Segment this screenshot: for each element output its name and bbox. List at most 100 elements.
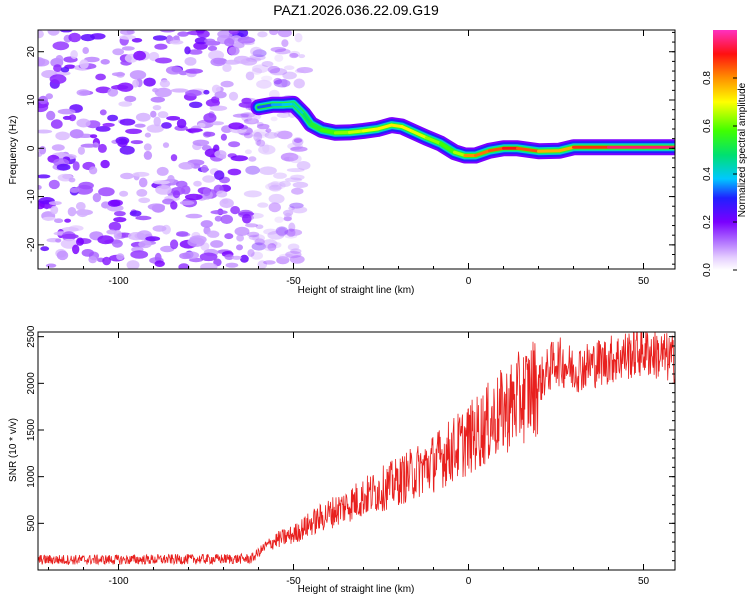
spectrogram-track-core bbox=[453, 150, 467, 157]
spectrogram-noise-blob bbox=[264, 132, 279, 139]
spectrogram-noise-blob bbox=[80, 143, 97, 148]
spectrogram-noise-blob bbox=[248, 234, 260, 240]
spectrogram-noise-blob bbox=[248, 156, 257, 162]
spectrogram-noise-blob bbox=[81, 249, 95, 257]
spectrogram-noise-blob bbox=[126, 260, 140, 269]
spectrogram-noise-blob bbox=[161, 122, 172, 129]
spectrogram-noise-blob bbox=[185, 89, 202, 97]
spectrogram-noise-blob bbox=[152, 225, 167, 232]
spectrogram-noise-blob bbox=[115, 136, 130, 145]
spectrogram-noise-blob bbox=[166, 116, 181, 121]
spectrogram-noise-blob bbox=[145, 236, 161, 242]
spectrogram-noise-blob bbox=[257, 122, 264, 127]
spectrogram-noise-blob bbox=[129, 70, 147, 80]
spectrogram-noise-blob bbox=[150, 96, 165, 103]
spectrogram-noise-blob bbox=[40, 246, 50, 252]
spectrogram-noise-blob bbox=[68, 32, 81, 43]
colorbar-label: Normalized spectral amplitude bbox=[737, 82, 748, 217]
spectrogram-noise-blob bbox=[251, 67, 263, 75]
spectrogram-noise-blob bbox=[209, 105, 228, 111]
spectrogram-noise-blob bbox=[200, 220, 213, 228]
spectrogram-track-core bbox=[292, 102, 306, 116]
spectrogram-track-core bbox=[390, 123, 404, 129]
spectrogram-noise-blob bbox=[228, 91, 239, 101]
spectrogram-noise-blob bbox=[176, 118, 187, 129]
spectrogram-track-core bbox=[558, 145, 575, 153]
spectrogram-noise-blob bbox=[169, 40, 184, 45]
spectrogram-noise-blob bbox=[256, 139, 266, 147]
spectrogram-noise-blob bbox=[131, 38, 143, 43]
spectrogram-noise-blob bbox=[287, 243, 300, 251]
spectrogram-noise-blob bbox=[136, 189, 148, 197]
snr-xlabel: Height of straight line (km) bbox=[298, 584, 415, 595]
snr-xtick-label: 0 bbox=[466, 576, 472, 587]
colorbar-tick-label: 0.6 bbox=[702, 119, 713, 133]
spectrogram-noise-blob bbox=[203, 113, 217, 123]
spectrogram-noise-blob bbox=[245, 57, 262, 62]
spectrogram-noise-blob bbox=[281, 78, 288, 88]
spectrogram-noise-blob bbox=[249, 54, 266, 61]
spectrogram-noise-blob bbox=[284, 212, 292, 221]
spectrogram-track-core bbox=[281, 102, 295, 107]
spectrogram-noise-blob bbox=[270, 46, 287, 53]
snr-xtick-label: 50 bbox=[638, 576, 650, 587]
spectrogram-noise-blob bbox=[283, 156, 294, 162]
spectrogram-noise-blob bbox=[224, 233, 234, 240]
spectrogram-noise-blob bbox=[88, 256, 97, 264]
spectrogram-noise-blob bbox=[268, 202, 281, 213]
spectrogram-noise-blob bbox=[153, 116, 161, 127]
spectrogram-noise-blob bbox=[216, 190, 228, 198]
spectrogram-noise-blob bbox=[184, 57, 197, 66]
spectrogram-noise-blob bbox=[243, 118, 259, 125]
spectrogram-noise-blob bbox=[157, 111, 169, 119]
spectrogram-track-core bbox=[362, 127, 379, 133]
spectrogram-noise-blob bbox=[188, 49, 203, 55]
spectrogram-noise-blob bbox=[296, 67, 313, 74]
spectrogram-noise-blob bbox=[257, 31, 268, 38]
spectrogram-noise-blob bbox=[291, 187, 304, 195]
spectrogram-noise-blob bbox=[107, 199, 121, 207]
spectrogram-noise-blob bbox=[232, 113, 250, 118]
spectrogram-noise-blob bbox=[227, 168, 242, 176]
spectrogram-noise-blob bbox=[121, 46, 135, 51]
spectrogram-noise-blob bbox=[284, 229, 303, 236]
spectrogram-noise-blob bbox=[279, 180, 291, 187]
spectrogram-noise-blob bbox=[214, 150, 227, 159]
spectrogram-track-core bbox=[488, 146, 505, 153]
colorbar-tick-label: 0.4 bbox=[702, 167, 713, 181]
spectrogram-noise-blob bbox=[60, 67, 70, 73]
spectrogram-noise-blob bbox=[78, 181, 94, 190]
spectrogram-noise-blob bbox=[107, 87, 119, 97]
spectrogram-noise-blob bbox=[296, 161, 311, 170]
spectrogram-noise-blob bbox=[167, 175, 175, 184]
spectrogram-ytick-label: -20 bbox=[26, 237, 37, 252]
spectrogram-noise-blob bbox=[76, 89, 91, 96]
spectrogram-noise-blob bbox=[95, 86, 112, 94]
spectrogram-noise-blob bbox=[199, 252, 218, 262]
spectrogram-noise-blob bbox=[271, 242, 282, 249]
spectrogram-noise-blob bbox=[275, 226, 289, 236]
spectrogram-noise-blob bbox=[277, 30, 292, 38]
spectrogram-noise-blob bbox=[38, 174, 51, 179]
spectrogram-noise-blob bbox=[276, 256, 290, 265]
spectrogram-noise-blob bbox=[267, 243, 277, 252]
spectrogram-noise-blob bbox=[262, 143, 270, 154]
snr-xtick-label: -100 bbox=[108, 576, 128, 587]
spectrogram-noise-blob bbox=[49, 74, 67, 84]
colorbar-tick-label: 0.2 bbox=[702, 215, 713, 229]
snr-ytick-label: 2000 bbox=[26, 372, 37, 395]
spectrogram-noise-blob bbox=[228, 46, 240, 56]
spectrogram-noise-blob bbox=[155, 57, 172, 64]
spectrogram-noise-blob bbox=[257, 202, 269, 208]
spectrogram-noise-blob bbox=[130, 250, 149, 259]
snr-xtick-label: -50 bbox=[286, 576, 301, 587]
spectrogram-noise-blob bbox=[259, 166, 277, 175]
spectrogram-noise-blob bbox=[204, 38, 216, 44]
spectrogram-noise-blob bbox=[270, 116, 278, 122]
snr-series-line bbox=[38, 332, 675, 566]
spectrogram-noise-blob bbox=[211, 84, 221, 94]
spectrogram-noise-blob bbox=[214, 215, 223, 222]
spectrogram-noise-blob bbox=[256, 123, 270, 130]
spectrogram-noise-blob bbox=[53, 64, 62, 72]
